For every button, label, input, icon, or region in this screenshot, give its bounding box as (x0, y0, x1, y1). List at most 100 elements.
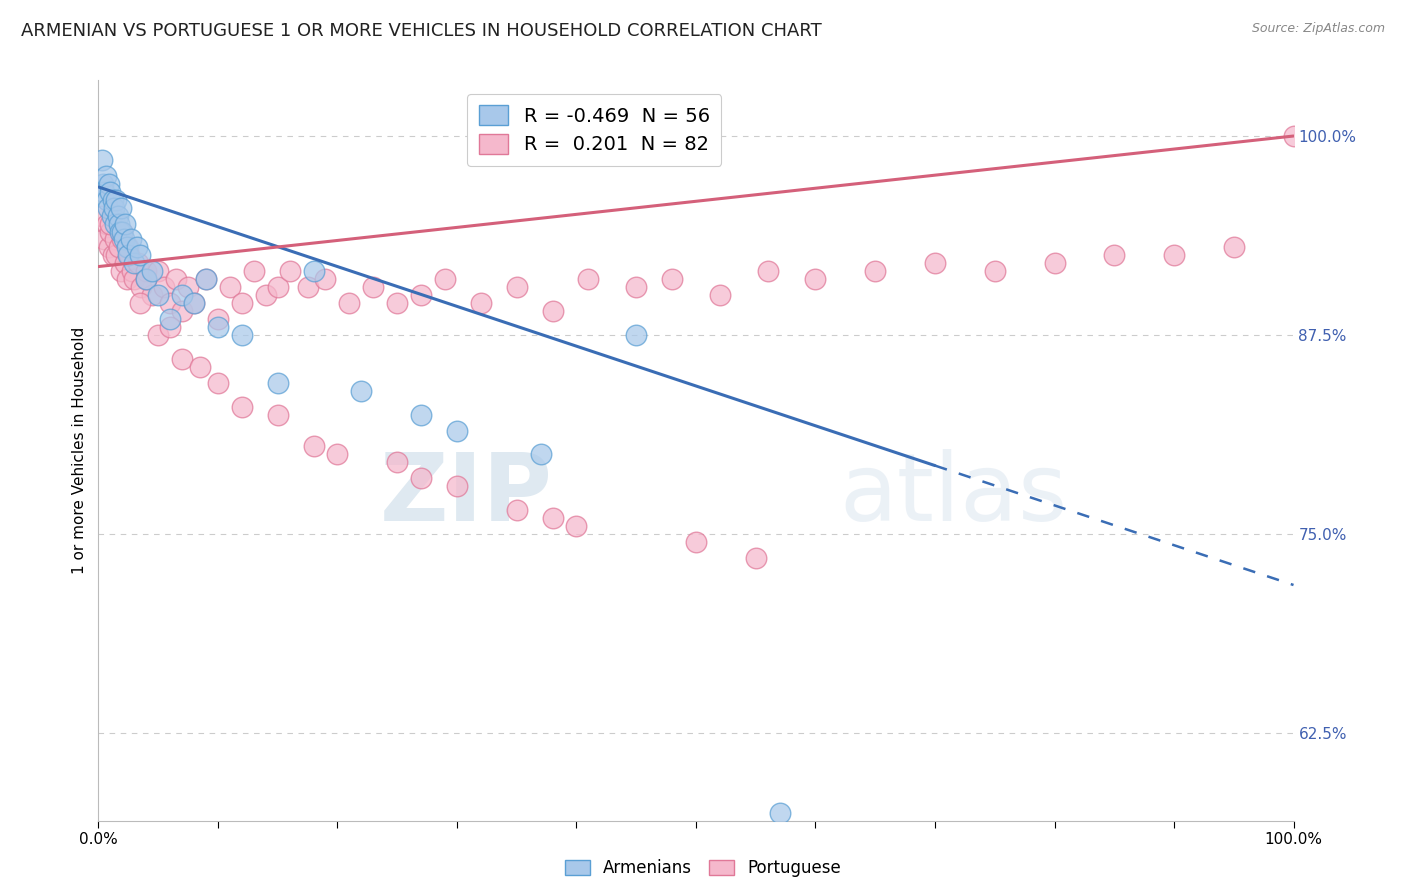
Point (267, 376, 290, 390)
Point (159, 320, 181, 334)
Point (297, 280, 319, 294)
Point (148, 264, 170, 278)
Point (363, 280, 385, 294)
Point (111, 232, 134, 246)
Point (97, 201, 120, 215)
Point (506, 280, 529, 294)
Point (1163, 248, 1185, 262)
Point (183, 296, 205, 310)
Point (135, 264, 157, 278)
Text: atlas: atlas (839, 449, 1067, 541)
Point (101, 248, 124, 262)
Point (91, 153, 114, 167)
Point (267, 408, 290, 422)
Point (110, 201, 132, 215)
Legend: R = -0.469  N = 56, R =  0.201  N = 82: R = -0.469 N = 56, R = 0.201 N = 82 (467, 94, 721, 166)
Point (98, 185, 122, 199)
Point (93, 185, 115, 199)
Point (411, 288, 433, 302)
Point (103, 201, 125, 215)
Point (124, 256, 146, 270)
Point (141, 264, 163, 278)
Point (172, 351, 194, 366)
Point (195, 272, 218, 286)
Point (165, 272, 187, 286)
Point (129, 296, 152, 310)
Point (115, 240, 138, 254)
Point (267, 280, 290, 294)
Point (135, 272, 157, 286)
Point (315, 272, 337, 286)
Point (110, 264, 132, 278)
Point (148, 328, 170, 343)
Point (100, 209, 122, 223)
Point (350, 384, 373, 398)
Point (159, 312, 181, 326)
Point (661, 272, 683, 286)
Point (112, 232, 135, 246)
Point (804, 272, 827, 286)
Point (91, 209, 114, 223)
Point (385, 296, 409, 310)
Point (339, 296, 361, 310)
Point (1282, 128, 1305, 143)
Point (98, 240, 121, 254)
Point (177, 280, 200, 294)
Point (470, 296, 492, 310)
Point (107, 217, 129, 231)
Point (626, 328, 648, 343)
Point (207, 312, 229, 326)
Point (105, 193, 128, 207)
Point (541, 511, 564, 525)
Point (107, 209, 129, 223)
Point (207, 320, 229, 334)
Point (231, 400, 253, 414)
Point (195, 272, 218, 286)
Point (96, 193, 118, 207)
Point (578, 272, 600, 286)
Point (114, 217, 136, 231)
Legend: Armenians, Portuguese: Armenians, Portuguese (558, 853, 848, 884)
Point (326, 447, 349, 461)
Point (98, 217, 122, 231)
Point (769, 805, 792, 820)
Point (219, 280, 242, 294)
Point (745, 550, 768, 565)
Point (302, 264, 325, 278)
Point (114, 256, 136, 270)
Point (207, 376, 229, 390)
Point (135, 272, 157, 286)
Point (685, 535, 707, 549)
Point (530, 447, 553, 461)
Text: ARMENIAN VS PORTUGUESE 1 OR MORE VEHICLES IN HOUSEHOLD CORRELATION CHART: ARMENIAN VS PORTUGUESE 1 OR MORE VEHICLE… (21, 22, 823, 40)
Point (302, 440, 325, 454)
Point (1043, 256, 1066, 270)
Point (183, 296, 205, 310)
Point (94, 169, 117, 183)
Point (107, 240, 129, 254)
Point (111, 225, 134, 239)
Point (411, 408, 433, 422)
Point (243, 264, 266, 278)
Point (131, 280, 153, 294)
Point (446, 479, 468, 493)
Point (434, 272, 457, 286)
Point (756, 264, 779, 278)
Point (129, 248, 152, 262)
Point (117, 248, 139, 262)
Point (446, 424, 468, 438)
Point (101, 193, 124, 207)
Point (254, 288, 277, 302)
Point (153, 280, 176, 294)
Point (231, 296, 253, 310)
Text: Source: ZipAtlas.com: Source: ZipAtlas.com (1251, 22, 1385, 36)
Point (124, 272, 146, 286)
Point (108, 225, 131, 239)
Point (115, 272, 138, 286)
Point (121, 264, 143, 278)
Point (172, 288, 194, 302)
Point (1223, 240, 1246, 254)
Text: ZIP: ZIP (380, 449, 553, 541)
Point (111, 225, 134, 239)
Point (104, 217, 127, 231)
